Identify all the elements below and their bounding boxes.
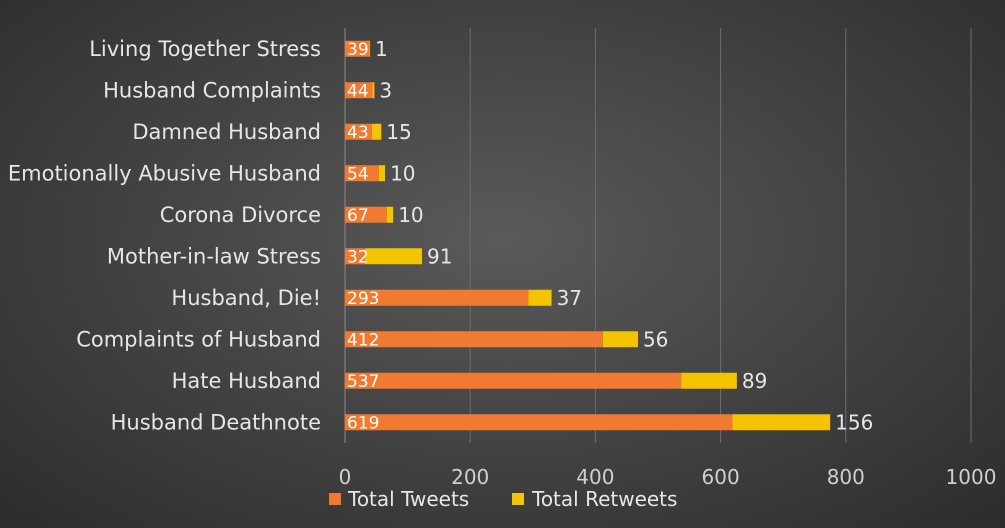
x-tick-label-200: 200	[451, 465, 489, 489]
bar-total-tweets-4	[345, 206, 387, 223]
data-label-total-retweets-7: 56	[643, 327, 668, 351]
legend-label-total-retweets: Total Retweets	[531, 487, 677, 511]
category-label-8: Hate Husband	[172, 369, 321, 393]
category-label-2: Damned Husband	[132, 120, 321, 144]
data-label-total-tweets-7: 412	[347, 330, 379, 350]
data-label-total-retweets-6: 37	[557, 286, 582, 310]
category-label-7: Complaints of Husband	[76, 327, 321, 351]
data-label-total-tweets-2: 43	[347, 123, 369, 143]
data-label-total-tweets-6: 293	[347, 289, 379, 309]
bar-total-tweets-6	[345, 289, 529, 306]
bar-total-retweets-7	[602, 331, 638, 348]
bar-total-tweets-9	[345, 414, 733, 431]
data-label-total-retweets-8: 89	[742, 369, 767, 393]
category-label-9: Husband Deathnote	[111, 410, 321, 434]
bar-total-tweets-7	[345, 331, 603, 348]
data-label-total-retweets-0: 1	[375, 37, 388, 61]
bar-total-tweets-5	[345, 248, 366, 265]
bar-total-retweets-5	[365, 248, 422, 265]
bar-total-retweets-4	[386, 206, 394, 223]
data-label-total-retweets-5: 91	[427, 244, 452, 268]
bar-total-tweets-3	[345, 165, 379, 182]
data-label-total-retweets-1: 3	[379, 78, 392, 102]
category-label-3: Emotionally Abusive Husband	[8, 161, 321, 185]
data-label-total-tweets-1: 44	[347, 81, 369, 101]
legend-label-total-tweets: Total Tweets	[347, 487, 469, 511]
data-label-total-tweets-9: 619	[347, 413, 379, 433]
x-tick-label-800: 800	[827, 465, 865, 489]
category-label-6: Husband, Die!	[171, 286, 321, 310]
x-tick-label-0: 0	[339, 465, 352, 489]
bar-total-retweets-9	[732, 414, 831, 431]
bar-total-tweets-2	[345, 123, 372, 140]
bar-total-retweets-2	[371, 123, 382, 140]
data-label-total-tweets-3: 54	[347, 164, 369, 184]
bar-total-retweets-0	[369, 40, 371, 57]
bar-total-retweets-3	[378, 165, 386, 182]
data-label-total-retweets-3: 10	[390, 161, 415, 185]
x-tick-label-400: 400	[576, 465, 614, 489]
category-label-4: Corona Divorce	[160, 203, 321, 227]
data-label-total-retweets-4: 10	[398, 203, 423, 227]
data-label-total-tweets-8: 537	[347, 372, 379, 392]
legend-swatch-total-retweets	[512, 493, 524, 505]
x-tick-label-1000: 1000	[946, 465, 997, 489]
category-label-0: Living Together Stress	[89, 37, 321, 61]
bar-total-tweets-0	[345, 40, 370, 57]
data-label-total-retweets-9: 156	[835, 410, 873, 434]
data-label-total-retweets-2: 15	[386, 120, 411, 144]
category-label-1: Husband Complaints	[103, 78, 321, 102]
data-label-total-tweets-4: 67	[347, 206, 369, 226]
bar-total-tweets-8	[345, 372, 682, 389]
bar-total-tweets-1	[345, 82, 373, 99]
data-label-total-tweets-5: 32	[347, 247, 369, 267]
bar-total-retweets-8	[681, 372, 737, 389]
bar-total-retweets-1	[372, 82, 375, 99]
data-label-total-tweets-0: 39	[347, 40, 369, 60]
x-tick-label-600: 600	[702, 465, 740, 489]
legend-swatch-total-tweets	[329, 493, 341, 505]
category-label-5: Mother-in-law Stress	[107, 244, 321, 268]
bar-total-retweets-6	[528, 289, 552, 306]
